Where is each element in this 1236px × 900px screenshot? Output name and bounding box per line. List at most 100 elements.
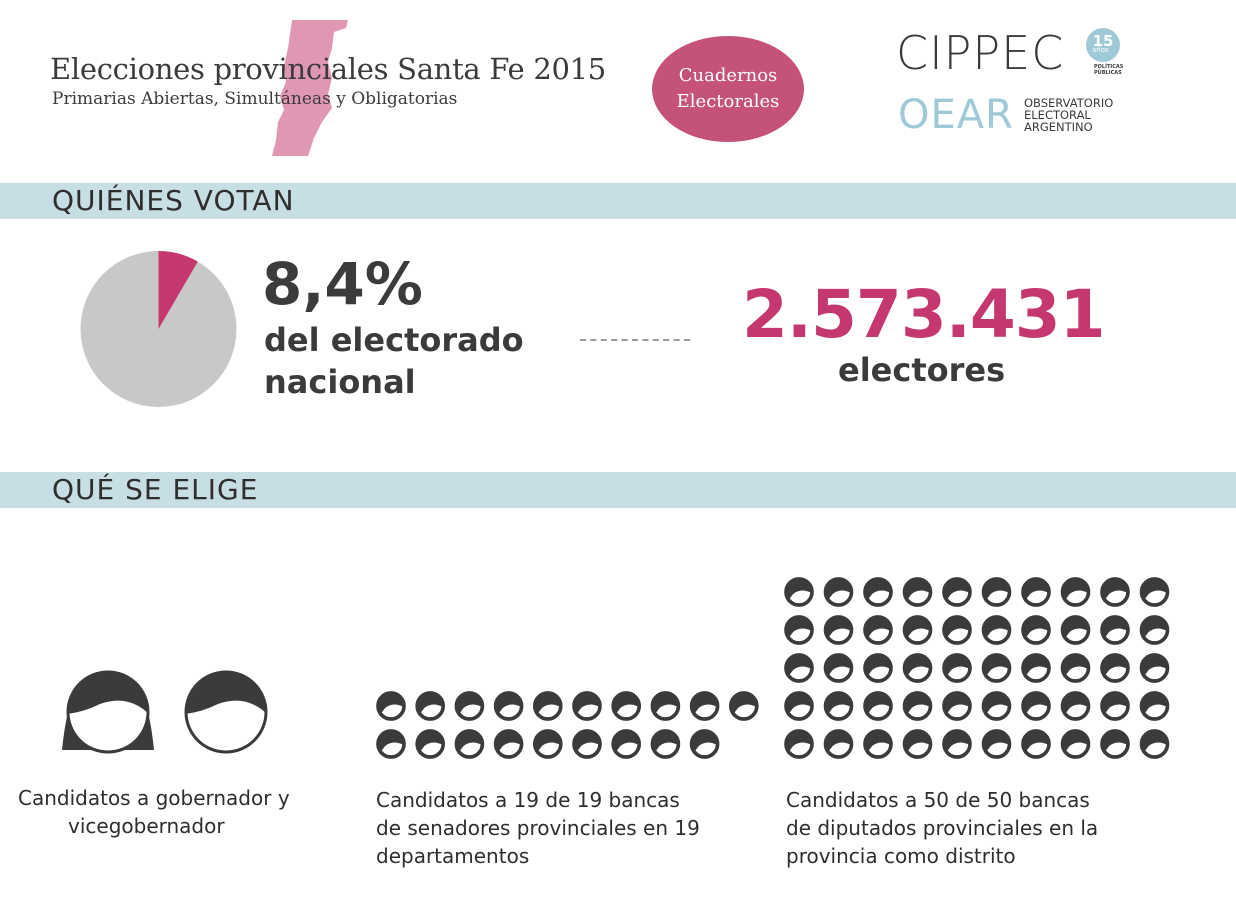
- cippec-15-years-icon: 15: [1086, 28, 1120, 62]
- deputy-head-icon: [784, 615, 814, 645]
- deputy-head-icon: [823, 729, 854, 759]
- deputy-head-icon: [1100, 577, 1130, 607]
- deputy-head-icon: [784, 729, 814, 759]
- santa-fe-map-icon: [272, 20, 348, 156]
- deputy-head-icon: [1060, 577, 1091, 607]
- senator-head-icon: [689, 691, 720, 721]
- deputy-head-icon: [1021, 729, 1051, 759]
- deputy-head-icon: [981, 729, 1012, 759]
- deputy-caption-line-3: provincia como distrito: [786, 844, 1016, 868]
- cippec-tagline: POLÍTICAS PÚBLICAS: [1094, 64, 1123, 76]
- senator-head-icon: [650, 691, 681, 721]
- deputy-head-icon: [863, 653, 893, 683]
- senator-caption-line-2: de senadores provinciales en 19: [376, 816, 700, 840]
- governor-candidates-icons: [62, 670, 268, 754]
- deputy-head-icon: [942, 691, 972, 721]
- deputy-head-icon: [902, 615, 933, 645]
- cippec-logo: CIPPEC: [896, 26, 1065, 80]
- oear-line-3: ARGENTINO: [1024, 120, 1093, 134]
- deputy-head-icon: [1060, 691, 1091, 721]
- senator-head-icon: [415, 691, 446, 721]
- oear-logo: OEAR: [898, 92, 1014, 138]
- senator-head-icon: [689, 729, 720, 759]
- deputy-head-icon: [942, 653, 972, 683]
- vicegovernor-head-icon: [184, 670, 268, 754]
- senator-head-icon: [532, 691, 563, 721]
- deputy-head-icon: [902, 577, 933, 607]
- cippec-tagline-1: POLÍTICAS: [1094, 64, 1124, 70]
- deputy-head-icon: [784, 577, 814, 607]
- deputy-head-icon: [784, 691, 814, 721]
- deputy-head-icon: [823, 577, 854, 607]
- cuadernos-electorales-badge: Cuadernos Electorales: [652, 36, 804, 142]
- electorate-share-pie: [80, 251, 237, 407]
- cippec-tagline-2: PÚBLICAS: [1094, 70, 1122, 76]
- section-heading-quienes-votan: QUIÉNES VOTAN: [52, 184, 295, 217]
- senator-caption-line-1: Candidatos a 19 de 19 bancas: [376, 788, 680, 812]
- senator-head-icon: [611, 691, 642, 721]
- senator-head-icon: [611, 729, 642, 759]
- senator-head-icon: [454, 729, 485, 759]
- deputy-head-icon: [1100, 653, 1130, 683]
- deputy-head-icon: [981, 691, 1012, 721]
- senator-candidates-icons: [376, 691, 759, 759]
- deputy-head-icon: [823, 653, 854, 683]
- electorate-share-label-2: nacional: [264, 363, 416, 401]
- deputy-candidates-icons: [784, 577, 1170, 759]
- electors-label: electores: [838, 351, 1006, 389]
- section-heading-que-se-elige: QUÉ SE ELIGE: [52, 473, 259, 506]
- deputy-head-icon: [1139, 729, 1170, 759]
- section-band-quienes-votan: [0, 183, 1236, 219]
- senator-head-icon: [728, 691, 759, 721]
- deputy-head-icon: [1021, 691, 1051, 721]
- deputy-head-icon: [902, 653, 933, 683]
- deputy-head-icon: [863, 729, 893, 759]
- deputy-head-icon: [1100, 729, 1130, 759]
- deputy-head-icon: [942, 729, 972, 759]
- dashed-divider: [580, 339, 690, 341]
- deputy-head-icon: [863, 691, 893, 721]
- governor-head-icon: [62, 670, 154, 754]
- deputy-caption-line-2: de diputados provinciales en la: [786, 816, 1099, 840]
- deputy-head-icon: [981, 653, 1012, 683]
- pie-slice-santa-fe: [158, 251, 198, 329]
- deputy-head-icon: [823, 691, 854, 721]
- senator-head-icon: [493, 691, 524, 721]
- senator-head-icon: [650, 729, 681, 759]
- deputy-head-icon: [1060, 729, 1091, 759]
- deputy-head-icon: [823, 615, 854, 645]
- electorate-share-value: 8,4%: [262, 250, 423, 318]
- deputy-head-icon: [942, 615, 972, 645]
- deputy-head-icon: [1100, 615, 1130, 645]
- deputy-head-icon: [1060, 653, 1091, 683]
- governor-caption-line-2: vicegobernador: [68, 814, 225, 838]
- senator-head-icon: [493, 729, 524, 759]
- deputy-head-icon: [1139, 615, 1170, 645]
- page-title: Elecciones provinciales Santa Fe 2015: [50, 52, 606, 86]
- electors-count: 2.573.431: [742, 276, 1106, 353]
- deputy-head-icon: [902, 729, 933, 759]
- deputy-head-icon: [942, 577, 972, 607]
- deputy-head-icon: [1100, 691, 1130, 721]
- section-band-que-se-elige: [0, 472, 1236, 508]
- deputy-head-icon: [1060, 615, 1091, 645]
- senator-head-icon: [572, 729, 602, 759]
- deputy-head-icon: [902, 691, 933, 721]
- deputy-head-icon: [1021, 615, 1051, 645]
- oear-logo-text: OBSERVATORIO ELECTORAL ARGENTINO: [1024, 97, 1113, 133]
- deputy-head-icon: [863, 615, 893, 645]
- deputy-head-icon: [863, 577, 893, 607]
- deputy-head-icon: [981, 577, 1012, 607]
- badge-line-1: Cuadernos: [678, 65, 778, 86]
- senator-head-icon: [376, 691, 406, 721]
- deputy-head-icon: [981, 615, 1012, 645]
- oear-line-2: ELECTORAL: [1024, 108, 1091, 122]
- electorate-share-label-1: del electorado: [264, 321, 524, 359]
- deputy-caption-line-1: Candidatos a 50 de 50 bancas: [786, 788, 1090, 812]
- senator-head-icon: [532, 729, 563, 759]
- cippec-years-label: años: [1092, 46, 1109, 54]
- deputy-head-icon: [1139, 653, 1170, 683]
- senator-head-icon: [572, 691, 602, 721]
- page-subtitle: Primarias Abiertas, Simultáneas y Obliga…: [52, 89, 458, 109]
- senator-head-icon: [454, 691, 485, 721]
